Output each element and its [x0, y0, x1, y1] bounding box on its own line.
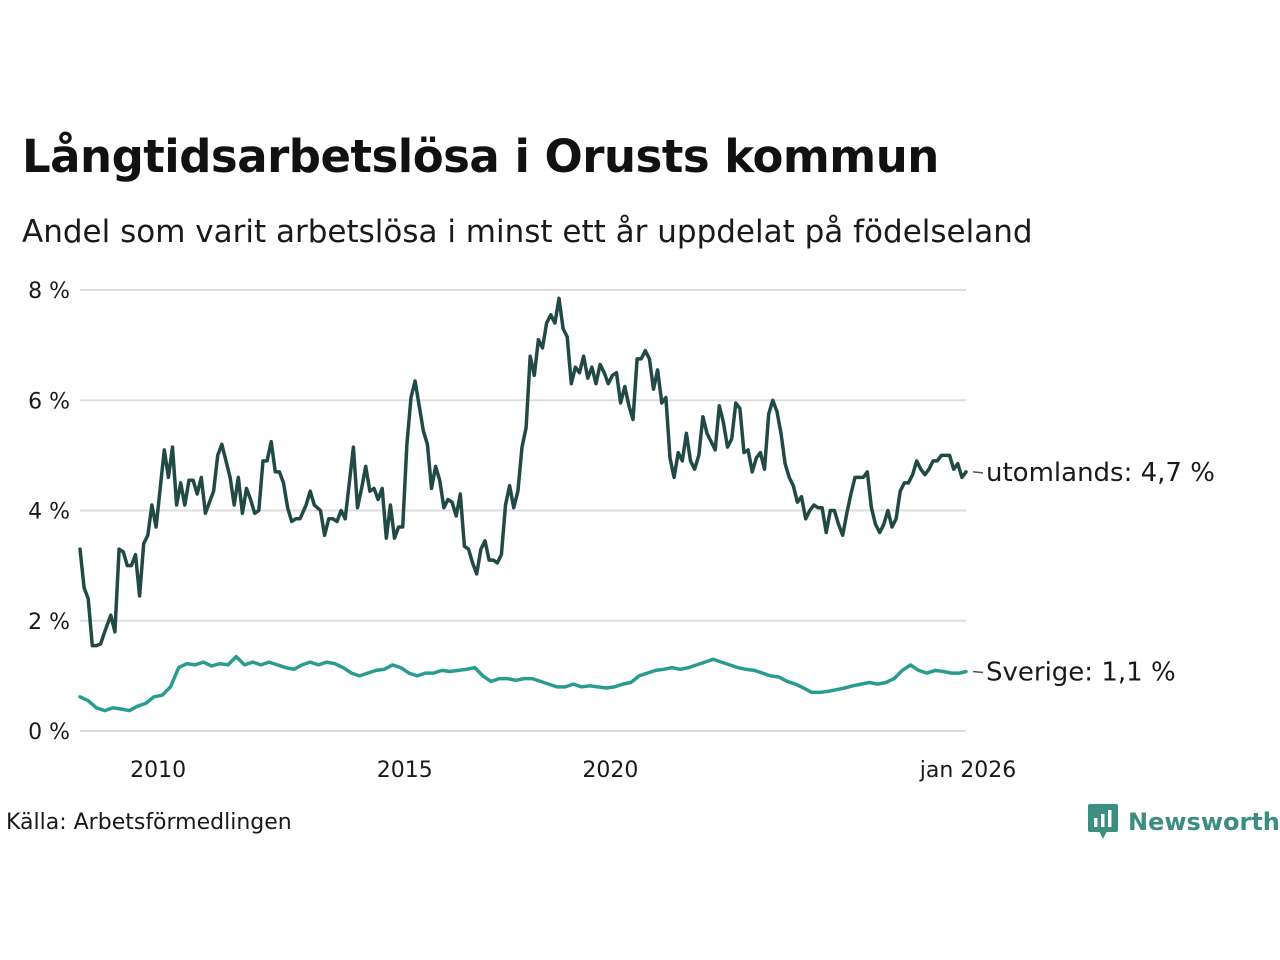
newsworthy-logo-icon [1088, 804, 1118, 839]
series-line-sverige [78, 654, 968, 713]
series-label-leader [972, 471, 984, 474]
source-note: Källa: Arbetsförmedlingen [6, 810, 292, 835]
x-tick-label: 2020 [582, 758, 638, 783]
y-tick-label: 4 % [28, 500, 70, 525]
brand-logo[interactable]: Newsworthy [1088, 804, 1280, 840]
y-tick-label: 0 % [28, 720, 70, 745]
x-tick-label: jan 2026 [919, 758, 1017, 783]
series-label-leader [972, 670, 984, 674]
series-end-label: Sverige: 1,1 % [986, 657, 1176, 687]
brand-name: Newsworthy [1128, 808, 1280, 836]
x-tick-label: 2015 [377, 758, 433, 783]
y-tick-label: 8 % [28, 279, 70, 304]
y-tick-label: 6 % [28, 389, 70, 414]
x-tick-label: 2010 [130, 758, 186, 783]
series-end-label: utomlands: 4,7 % [986, 458, 1215, 488]
series-line-utomlands [78, 296, 968, 648]
chart-title: Långtidsarbetslösa i Orusts kommun [22, 130, 939, 183]
y-tick-label: 2 % [28, 610, 70, 635]
chart-subtitle: Andel som varit arbetslösa i minst ett å… [22, 214, 1033, 250]
